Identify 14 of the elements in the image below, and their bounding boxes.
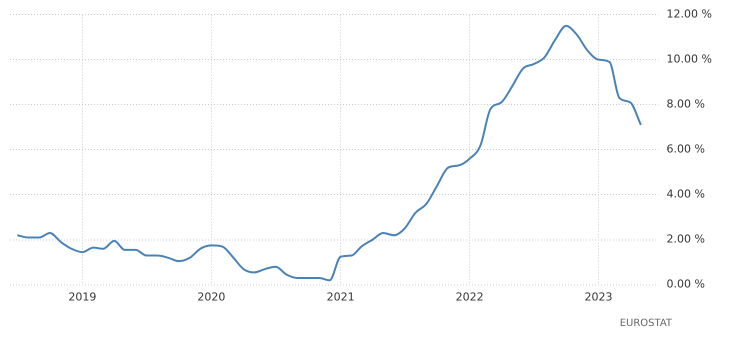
x-tick-label: 2022 <box>456 290 484 304</box>
x-tick-label: 2023 <box>584 290 613 304</box>
y-tick-label: 0.00 % <box>666 278 706 291</box>
line-series <box>16 24 642 282</box>
x-tick-label: 2020 <box>197 290 226 304</box>
y-tick-label: 10.00 % <box>666 52 712 66</box>
y-tick-label: 2.00 % <box>666 232 706 246</box>
y-tick-label: 4.00 % <box>666 188 706 201</box>
y-tick-label: 8.00 % <box>666 98 706 111</box>
y-tick-label: 6.00 % <box>666 142 706 156</box>
x-tick-label: 2021 <box>326 290 355 304</box>
text: EUROSTAT <box>620 318 672 329</box>
y-tick-label: 12.00 % <box>666 7 712 20</box>
x-tick-label: 2019 <box>68 290 96 304</box>
